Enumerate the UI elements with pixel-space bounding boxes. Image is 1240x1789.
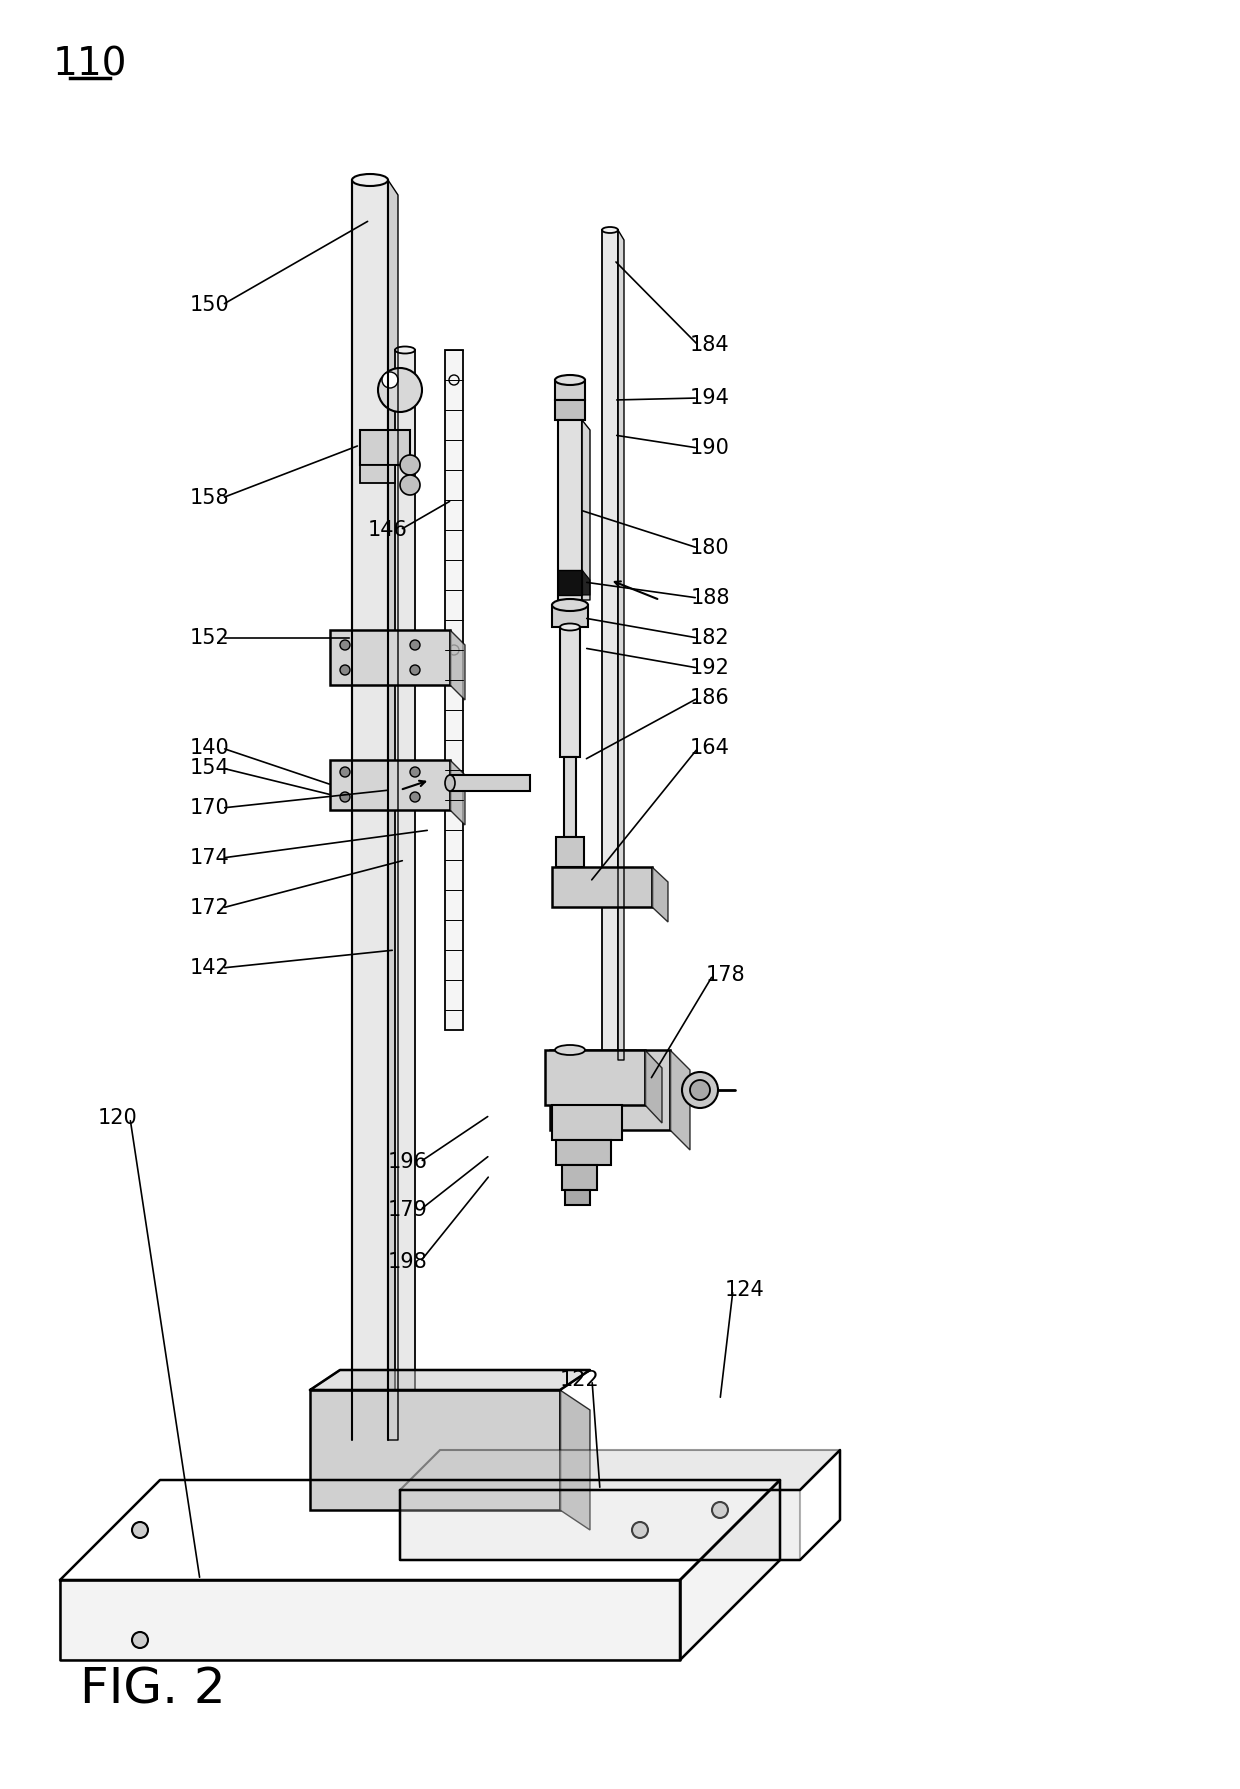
Circle shape (382, 372, 398, 388)
Polygon shape (652, 868, 668, 921)
Ellipse shape (445, 775, 455, 791)
Text: 196: 196 (388, 1152, 428, 1172)
Text: 186: 186 (691, 689, 730, 708)
Bar (558, 420, 582, 599)
Polygon shape (401, 1490, 800, 1560)
Bar (330, 760, 450, 810)
Text: 174: 174 (190, 848, 229, 868)
Text: 140: 140 (190, 739, 229, 759)
Circle shape (410, 793, 420, 801)
Bar (556, 837, 584, 868)
Circle shape (712, 1503, 728, 1519)
Polygon shape (670, 1050, 689, 1150)
Circle shape (340, 666, 350, 674)
Text: 122: 122 (560, 1370, 600, 1390)
Circle shape (401, 454, 420, 476)
Text: 150: 150 (190, 295, 229, 315)
Bar (360, 429, 410, 465)
Text: 178: 178 (706, 964, 745, 986)
Polygon shape (450, 760, 465, 825)
Text: FIG. 2: FIG. 2 (81, 1666, 226, 1714)
Polygon shape (401, 1451, 839, 1490)
Circle shape (340, 640, 350, 649)
Bar (445, 351, 463, 1030)
Ellipse shape (556, 376, 585, 385)
Polygon shape (618, 231, 624, 1061)
Polygon shape (560, 1390, 590, 1530)
Circle shape (682, 1072, 718, 1107)
Bar (360, 465, 396, 483)
Bar (546, 1050, 645, 1106)
Bar (601, 231, 618, 1061)
Polygon shape (310, 1370, 590, 1390)
Text: 172: 172 (190, 898, 229, 918)
Bar (560, 626, 580, 757)
Bar (562, 1165, 596, 1190)
Circle shape (378, 369, 422, 411)
Ellipse shape (552, 599, 588, 612)
Bar (564, 757, 577, 837)
Text: 180: 180 (691, 538, 730, 558)
Ellipse shape (560, 624, 580, 630)
Circle shape (410, 666, 420, 674)
Polygon shape (645, 1050, 662, 1123)
Circle shape (131, 1632, 148, 1648)
Text: 142: 142 (190, 957, 229, 979)
Bar (556, 1140, 611, 1165)
Text: 120: 120 (98, 1107, 138, 1129)
Text: 179: 179 (388, 1200, 428, 1220)
Text: 198: 198 (388, 1252, 428, 1272)
Circle shape (340, 793, 350, 801)
Ellipse shape (556, 1045, 585, 1056)
Bar (552, 1106, 622, 1140)
Ellipse shape (352, 174, 388, 186)
Text: 146: 146 (368, 521, 408, 540)
Polygon shape (582, 420, 590, 599)
Text: 192: 192 (691, 658, 730, 678)
Bar (352, 181, 388, 1440)
Circle shape (632, 1522, 649, 1539)
Ellipse shape (396, 347, 415, 354)
Circle shape (410, 640, 420, 649)
Text: 194: 194 (691, 388, 730, 408)
Text: 190: 190 (691, 438, 730, 458)
Text: 182: 182 (691, 628, 730, 648)
Polygon shape (388, 181, 398, 1440)
Bar (558, 571, 582, 596)
Polygon shape (450, 630, 465, 699)
Circle shape (340, 767, 350, 776)
Bar (556, 379, 585, 401)
Circle shape (401, 476, 420, 496)
Bar (396, 351, 415, 1451)
Bar (450, 775, 529, 791)
Text: 110: 110 (53, 47, 128, 84)
Bar (310, 1390, 560, 1510)
Bar (552, 605, 588, 626)
Polygon shape (582, 571, 590, 596)
Circle shape (131, 1522, 148, 1539)
Circle shape (689, 1081, 711, 1100)
Text: 170: 170 (190, 798, 229, 818)
Ellipse shape (601, 227, 618, 233)
Text: 158: 158 (190, 488, 229, 508)
Text: 154: 154 (190, 759, 229, 778)
Polygon shape (60, 1480, 780, 1660)
Text: 124: 124 (725, 1279, 765, 1301)
Bar (552, 868, 652, 907)
Text: 152: 152 (190, 628, 229, 648)
Text: 184: 184 (691, 335, 730, 354)
Bar (556, 401, 585, 420)
Bar (551, 1050, 670, 1131)
Bar (565, 1190, 590, 1206)
Circle shape (410, 767, 420, 776)
Text: 188: 188 (691, 589, 730, 608)
Bar (330, 630, 450, 685)
Text: 164: 164 (691, 739, 730, 759)
